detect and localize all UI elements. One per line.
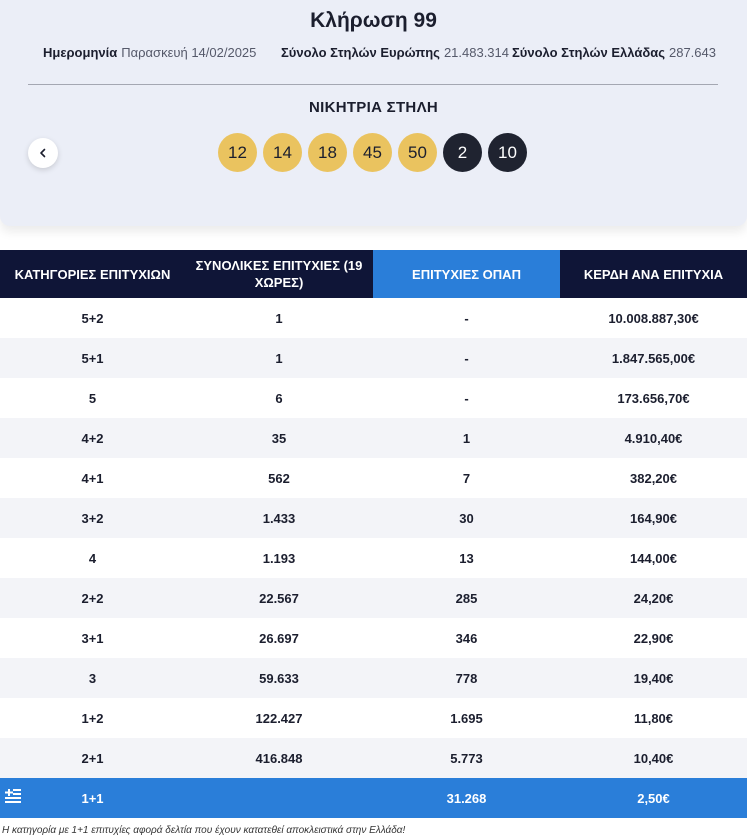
prize-cell: 19,40€ (560, 658, 747, 698)
draw-date: Ημερομηνία Παρασκευή 14/02/2025 (43, 45, 256, 60)
category-cell: 5+1 (0, 338, 185, 378)
table-row: 3+1 26.697 346 22,90€ (0, 618, 747, 658)
column-header-total-winners: ΣΥΝΟΛΙΚΕΣ ΕΠΙΤΥΧΙΕΣ (19 ΧΩΡΕΣ) (185, 250, 373, 298)
category-cell: 5+2 (0, 298, 185, 338)
winning-number-ball: 18 (308, 133, 347, 172)
total-winners-cell: 1.433 (185, 498, 373, 538)
footnote: Η κατηγορία με 1+1 επιτυχίες αφορά δελτί… (2, 825, 406, 836)
draw-header-panel: Κλήρωση 99 Ημερομηνία Παρασκευή 14/02/202… (0, 0, 747, 226)
total-winners-cell: 1.193 (185, 538, 373, 578)
total-winners-cell: 416.848 (185, 738, 373, 778)
total-winners-cell: 122.427 (185, 698, 373, 738)
total-winners-cell: 59.633 (185, 658, 373, 698)
category-cell: 1+2 (0, 698, 185, 738)
prize-cell: 22,90€ (560, 618, 747, 658)
table-row: 4+2 35 1 4.910,40€ (0, 418, 747, 458)
opap-winners-cell: 285 (373, 578, 560, 618)
category-cell: 3+2 (0, 498, 185, 538)
category-cell: 3+1 (0, 618, 185, 658)
table-row: 1+2 122.427 1.695 11,80€ (0, 698, 747, 738)
opap-winners-cell: - (373, 338, 560, 378)
winning-combination-label: ΝΙΚΗΤΡΙΑ ΣΤΗΛΗ (308, 99, 439, 116)
category-cell: 4+2 (0, 418, 185, 458)
greece-total-value: 287.643 (668, 45, 716, 60)
draw-title: Κλήρωση 99 (310, 9, 437, 32)
europe-total: Σύνολο Στηλών Ευρώπης 21.483.314 (281, 45, 509, 60)
table-row: 5 6 - 173.656,70€ (0, 378, 747, 418)
winning-balls: 12 14 18 45 50 2 10 (218, 133, 527, 172)
winning-number-ball: 12 (218, 133, 257, 172)
winning-number-ball: 50 (398, 133, 437, 172)
greece-total: Σύνολο Στηλών Ελλάδας 287.643 (512, 45, 716, 60)
europe-total-value: 21.483.314 (443, 45, 510, 60)
total-winners-cell: 1 (185, 298, 373, 338)
category-cell: 2+1 (0, 738, 185, 778)
greece-total-label: Σύνολο Στηλών Ελλάδας (512, 45, 665, 60)
prize-breakdown-table: ΚΑΤΗΓΟΡΙΕΣ ΕΠΙΤΥΧΙΩΝ ΣΥΝΟΛΙΚΕΣ ΕΠΙΤΥΧΙΕΣ… (0, 250, 747, 818)
category-cell: 4 (0, 538, 185, 578)
opap-winners-cell: 5.773 (373, 738, 560, 778)
table-row: 3 59.633 778 19,40€ (0, 658, 747, 698)
table-row: 2+2 22.567 285 24,20€ (0, 578, 747, 618)
column-header-prize: ΚΕΡΔΗ ΑΝΑ ΕΠΙΤΥΧΙΑ (560, 250, 747, 298)
prize-cell: 144,00€ (560, 538, 747, 578)
draw-date-label: Ημερομηνία (43, 45, 118, 60)
category-cell: 1+1 (0, 778, 185, 818)
opap-winners-cell: 31.268 (373, 778, 560, 818)
winning-star-ball: 10 (488, 133, 527, 172)
category-cell: 5 (0, 378, 185, 418)
total-winners-cell: 1 (185, 338, 373, 378)
prize-cell: 24,20€ (560, 578, 747, 618)
winning-star-ball: 2 (443, 133, 482, 172)
header-divider (28, 84, 718, 85)
opap-winners-cell: 7 (373, 458, 560, 498)
prize-cell: 1.847.565,00€ (560, 338, 747, 378)
table-row: 3+2 1.433 30 164,90€ (0, 498, 747, 538)
opap-winners-cell: 778 (373, 658, 560, 698)
prize-cell: 382,20€ (560, 458, 747, 498)
table-row: 2+1 416.848 5.773 10,40€ (0, 738, 747, 778)
opap-winners-cell: 13 (373, 538, 560, 578)
prize-cell: 164,90€ (560, 498, 747, 538)
total-winners-cell: 26.697 (185, 618, 373, 658)
prize-cell: 10.008.887,30€ (560, 298, 747, 338)
total-winners-cell: 6 (185, 378, 373, 418)
table-row: 5+2 1 - 10.008.887,30€ (0, 298, 747, 338)
total-winners-cell: 562 (185, 458, 373, 498)
opap-winners-cell: - (373, 378, 560, 418)
prize-cell: 2,50€ (560, 778, 747, 818)
draw-date-value: Παρασκευή 14/02/2025 (121, 45, 257, 60)
column-header-opap-winners: ΕΠΙΤΥΧΙΕΣ ΟΠΑΠ (373, 250, 560, 298)
total-winners-cell: 35 (185, 418, 373, 458)
prize-cell: 11,80€ (560, 698, 747, 738)
table-row: 5+1 1 - 1.847.565,00€ (0, 338, 747, 378)
europe-total-label: Σύνολο Στηλών Ευρώπης (281, 45, 440, 60)
chevron-left-icon (40, 148, 46, 158)
opap-winners-cell: 30 (373, 498, 560, 538)
opap-winners-cell: 1.695 (373, 698, 560, 738)
opap-winners-cell: 346 (373, 618, 560, 658)
prize-cell: 10,40€ (560, 738, 747, 778)
category-cell: 3 (0, 658, 185, 698)
table-header-row: ΚΑΤΗΓΟΡΙΕΣ ΕΠΙΤΥΧΙΩΝ ΣΥΝΟΛΙΚΕΣ ΕΠΙΤΥΧΙΕΣ… (0, 250, 747, 298)
greek-flag-icon (5, 789, 21, 803)
total-winners-cell (185, 778, 373, 818)
column-header-categories: ΚΑΤΗΓΟΡΙΕΣ ΕΠΙΤΥΧΙΩΝ (0, 250, 185, 298)
category-value: 1+1 (81, 790, 104, 806)
table-row: 4+1 562 7 382,20€ (0, 458, 747, 498)
opap-winners-cell: - (373, 298, 560, 338)
winning-number-ball: 14 (263, 133, 302, 172)
previous-draw-button[interactable] (28, 138, 58, 168)
table-row: 4 1.193 13 144,00€ (0, 538, 747, 578)
opap-winners-cell: 1 (373, 418, 560, 458)
category-cell: 2+2 (0, 578, 185, 618)
total-winners-cell: 22.567 (185, 578, 373, 618)
prize-cell: 4.910,40€ (560, 418, 747, 458)
winning-number-ball: 45 (353, 133, 392, 172)
greece-only-category-row: 1+1 31.268 2,50€ (0, 778, 747, 818)
category-cell: 4+1 (0, 458, 185, 498)
prize-cell: 173.656,70€ (560, 378, 747, 418)
